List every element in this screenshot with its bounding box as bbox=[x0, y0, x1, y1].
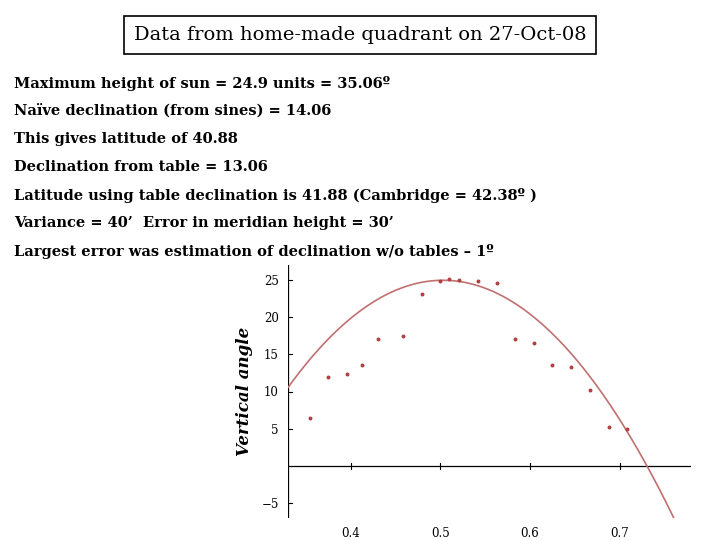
Text: Declination from table = 13.06: Declination from table = 13.06 bbox=[14, 160, 269, 174]
Point bbox=[472, 276, 484, 285]
Text: Data from home-made quadrant on 27-Oct-08: Data from home-made quadrant on 27-Oct-0… bbox=[134, 26, 586, 44]
Point bbox=[603, 423, 615, 431]
Point bbox=[509, 335, 521, 343]
Point bbox=[341, 370, 353, 379]
Point bbox=[528, 339, 539, 347]
Point bbox=[304, 413, 315, 422]
Text: Variance = 40’  Error in meridian height = 30’: Variance = 40’ Error in meridian height … bbox=[14, 216, 394, 230]
Text: Maximum height of sun = 24.9 units = 35.06º: Maximum height of sun = 24.9 units = 35.… bbox=[14, 76, 390, 91]
Text: Naïve declination (from sines) = 14.06: Naïve declination (from sines) = 14.06 bbox=[14, 104, 332, 118]
Point bbox=[435, 276, 446, 285]
Point bbox=[584, 386, 595, 394]
Text: Latitude using table declination is 41.88 (Cambridge = 42.38º ): Latitude using table declination is 41.8… bbox=[14, 188, 537, 203]
Point bbox=[444, 274, 455, 283]
Point bbox=[546, 361, 558, 370]
Point bbox=[356, 361, 368, 370]
Point bbox=[565, 362, 577, 371]
Point bbox=[372, 335, 383, 343]
Point bbox=[415, 290, 427, 299]
Text: This gives latitude of 40.88: This gives latitude of 40.88 bbox=[14, 132, 238, 146]
Y-axis label: Vertical angle: Vertical angle bbox=[236, 327, 253, 456]
Point bbox=[454, 275, 465, 284]
Point bbox=[491, 279, 503, 288]
Point bbox=[397, 331, 408, 340]
Point bbox=[323, 372, 334, 381]
Point bbox=[621, 424, 632, 433]
Text: Largest error was estimation of declination w/o tables – 1º: Largest error was estimation of declinat… bbox=[14, 244, 494, 259]
